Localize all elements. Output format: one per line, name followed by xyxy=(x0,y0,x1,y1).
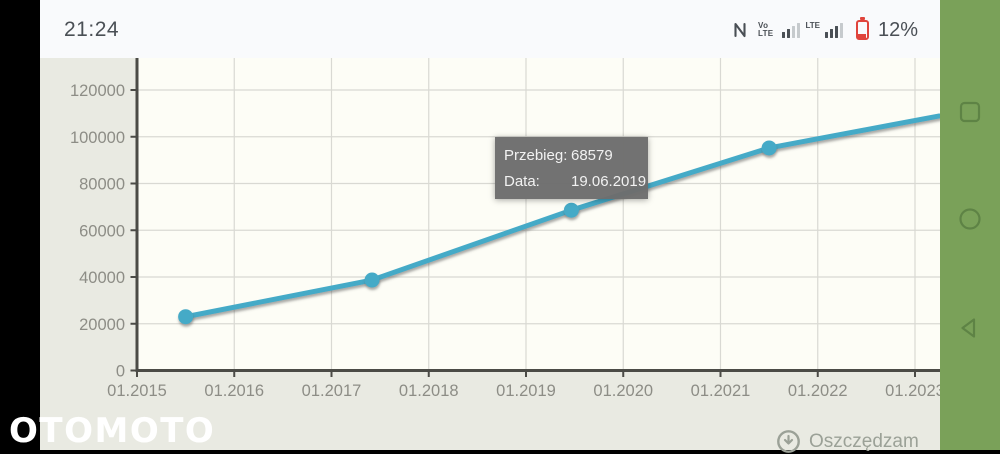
svg-text:01.2020: 01.2020 xyxy=(593,382,653,400)
x-axis-labels: 01.2015 01.2016 01.2017 01.2018 01.2019 01.20… xyxy=(107,382,940,400)
data-point[interactable] xyxy=(364,272,380,288)
svg-text:01.2017: 01.2017 xyxy=(302,382,362,400)
series-markers[interactable] xyxy=(178,140,777,325)
home-circle-icon xyxy=(959,208,981,230)
svg-text:01.2016: 01.2016 xyxy=(204,382,264,400)
tooltip-row-label: Data: xyxy=(504,172,540,190)
axis-tick-marks xyxy=(130,89,916,377)
lte-label: LTE xyxy=(805,20,820,30)
android-nav-bar xyxy=(940,0,1000,450)
status-icon-cluster: Vo LTE LTE 12% xyxy=(731,17,918,42)
oszczedzam-label: Oszczędzam xyxy=(809,430,919,452)
battery-percent: 12% xyxy=(877,18,918,41)
signal-bars-sim2-icon xyxy=(824,22,843,38)
svg-text:0: 0 xyxy=(116,363,125,381)
y-axis-labels: 0 20000 40000 60000 80000 100000 120000 xyxy=(70,82,125,381)
save-icon xyxy=(777,430,800,453)
svg-text:60000: 60000 xyxy=(79,222,125,240)
svg-text:80000: 80000 xyxy=(79,176,125,194)
recents-button[interactable] xyxy=(952,94,988,130)
plot-background xyxy=(137,58,940,371)
svg-text:01.2015: 01.2015 xyxy=(107,382,167,400)
tooltip-row-value: 68579 xyxy=(571,146,613,164)
battery-low-icon xyxy=(855,17,869,40)
svg-text:01.2021: 01.2021 xyxy=(691,382,751,400)
data-point[interactable] xyxy=(761,140,777,156)
home-button[interactable] xyxy=(952,201,988,237)
clock: 21:24 xyxy=(64,18,120,41)
svg-text:40000: 40000 xyxy=(79,269,125,287)
volte-line1: Vo xyxy=(758,21,769,30)
volte-line2: LTE xyxy=(758,29,774,38)
gridlines xyxy=(137,58,940,371)
svg-text:01.2019: 01.2019 xyxy=(496,382,556,400)
data-point[interactable] xyxy=(178,309,194,325)
otomoto-watermark: OTOMOTO xyxy=(9,411,216,451)
svg-text:01.2022: 01.2022 xyxy=(788,382,848,400)
data-point[interactable] xyxy=(563,202,579,218)
status-bar: 21:24 Vo LTE LTE 12% xyxy=(40,0,940,58)
oszczedzam-button[interactable]: Oszczędzam xyxy=(776,429,919,454)
axes xyxy=(135,58,940,372)
back-button[interactable] xyxy=(952,310,988,346)
tooltip-row-label: Przebieg: xyxy=(504,146,568,164)
recents-square-icon xyxy=(959,101,981,123)
mileage-history-chart[interactable]: 0 20000 40000 60000 80000 100000 120000 01.201… xyxy=(40,58,940,453)
tooltip-row-value: 19.06.2019 xyxy=(571,172,647,190)
chart-canvas[interactable]: 0 20000 40000 60000 80000 100000 120000 01.201… xyxy=(40,58,940,450)
volte-icon: Vo LTE xyxy=(758,22,773,38)
letterbox-left xyxy=(0,0,40,450)
chart-tooltip: Przebieg: 68579 Data: 19.06.2019 xyxy=(495,137,648,199)
svg-text:01.2018: 01.2018 xyxy=(399,382,459,400)
svg-text:100000: 100000 xyxy=(70,129,125,147)
svg-text:01.2023: 01.2023 xyxy=(885,382,940,400)
back-triangle-icon xyxy=(961,318,976,338)
svg-text:120000: 120000 xyxy=(70,82,125,100)
svg-text:20000: 20000 xyxy=(79,316,125,334)
nfc-icon xyxy=(734,22,746,38)
signal-bars-sim1-icon xyxy=(782,22,801,38)
